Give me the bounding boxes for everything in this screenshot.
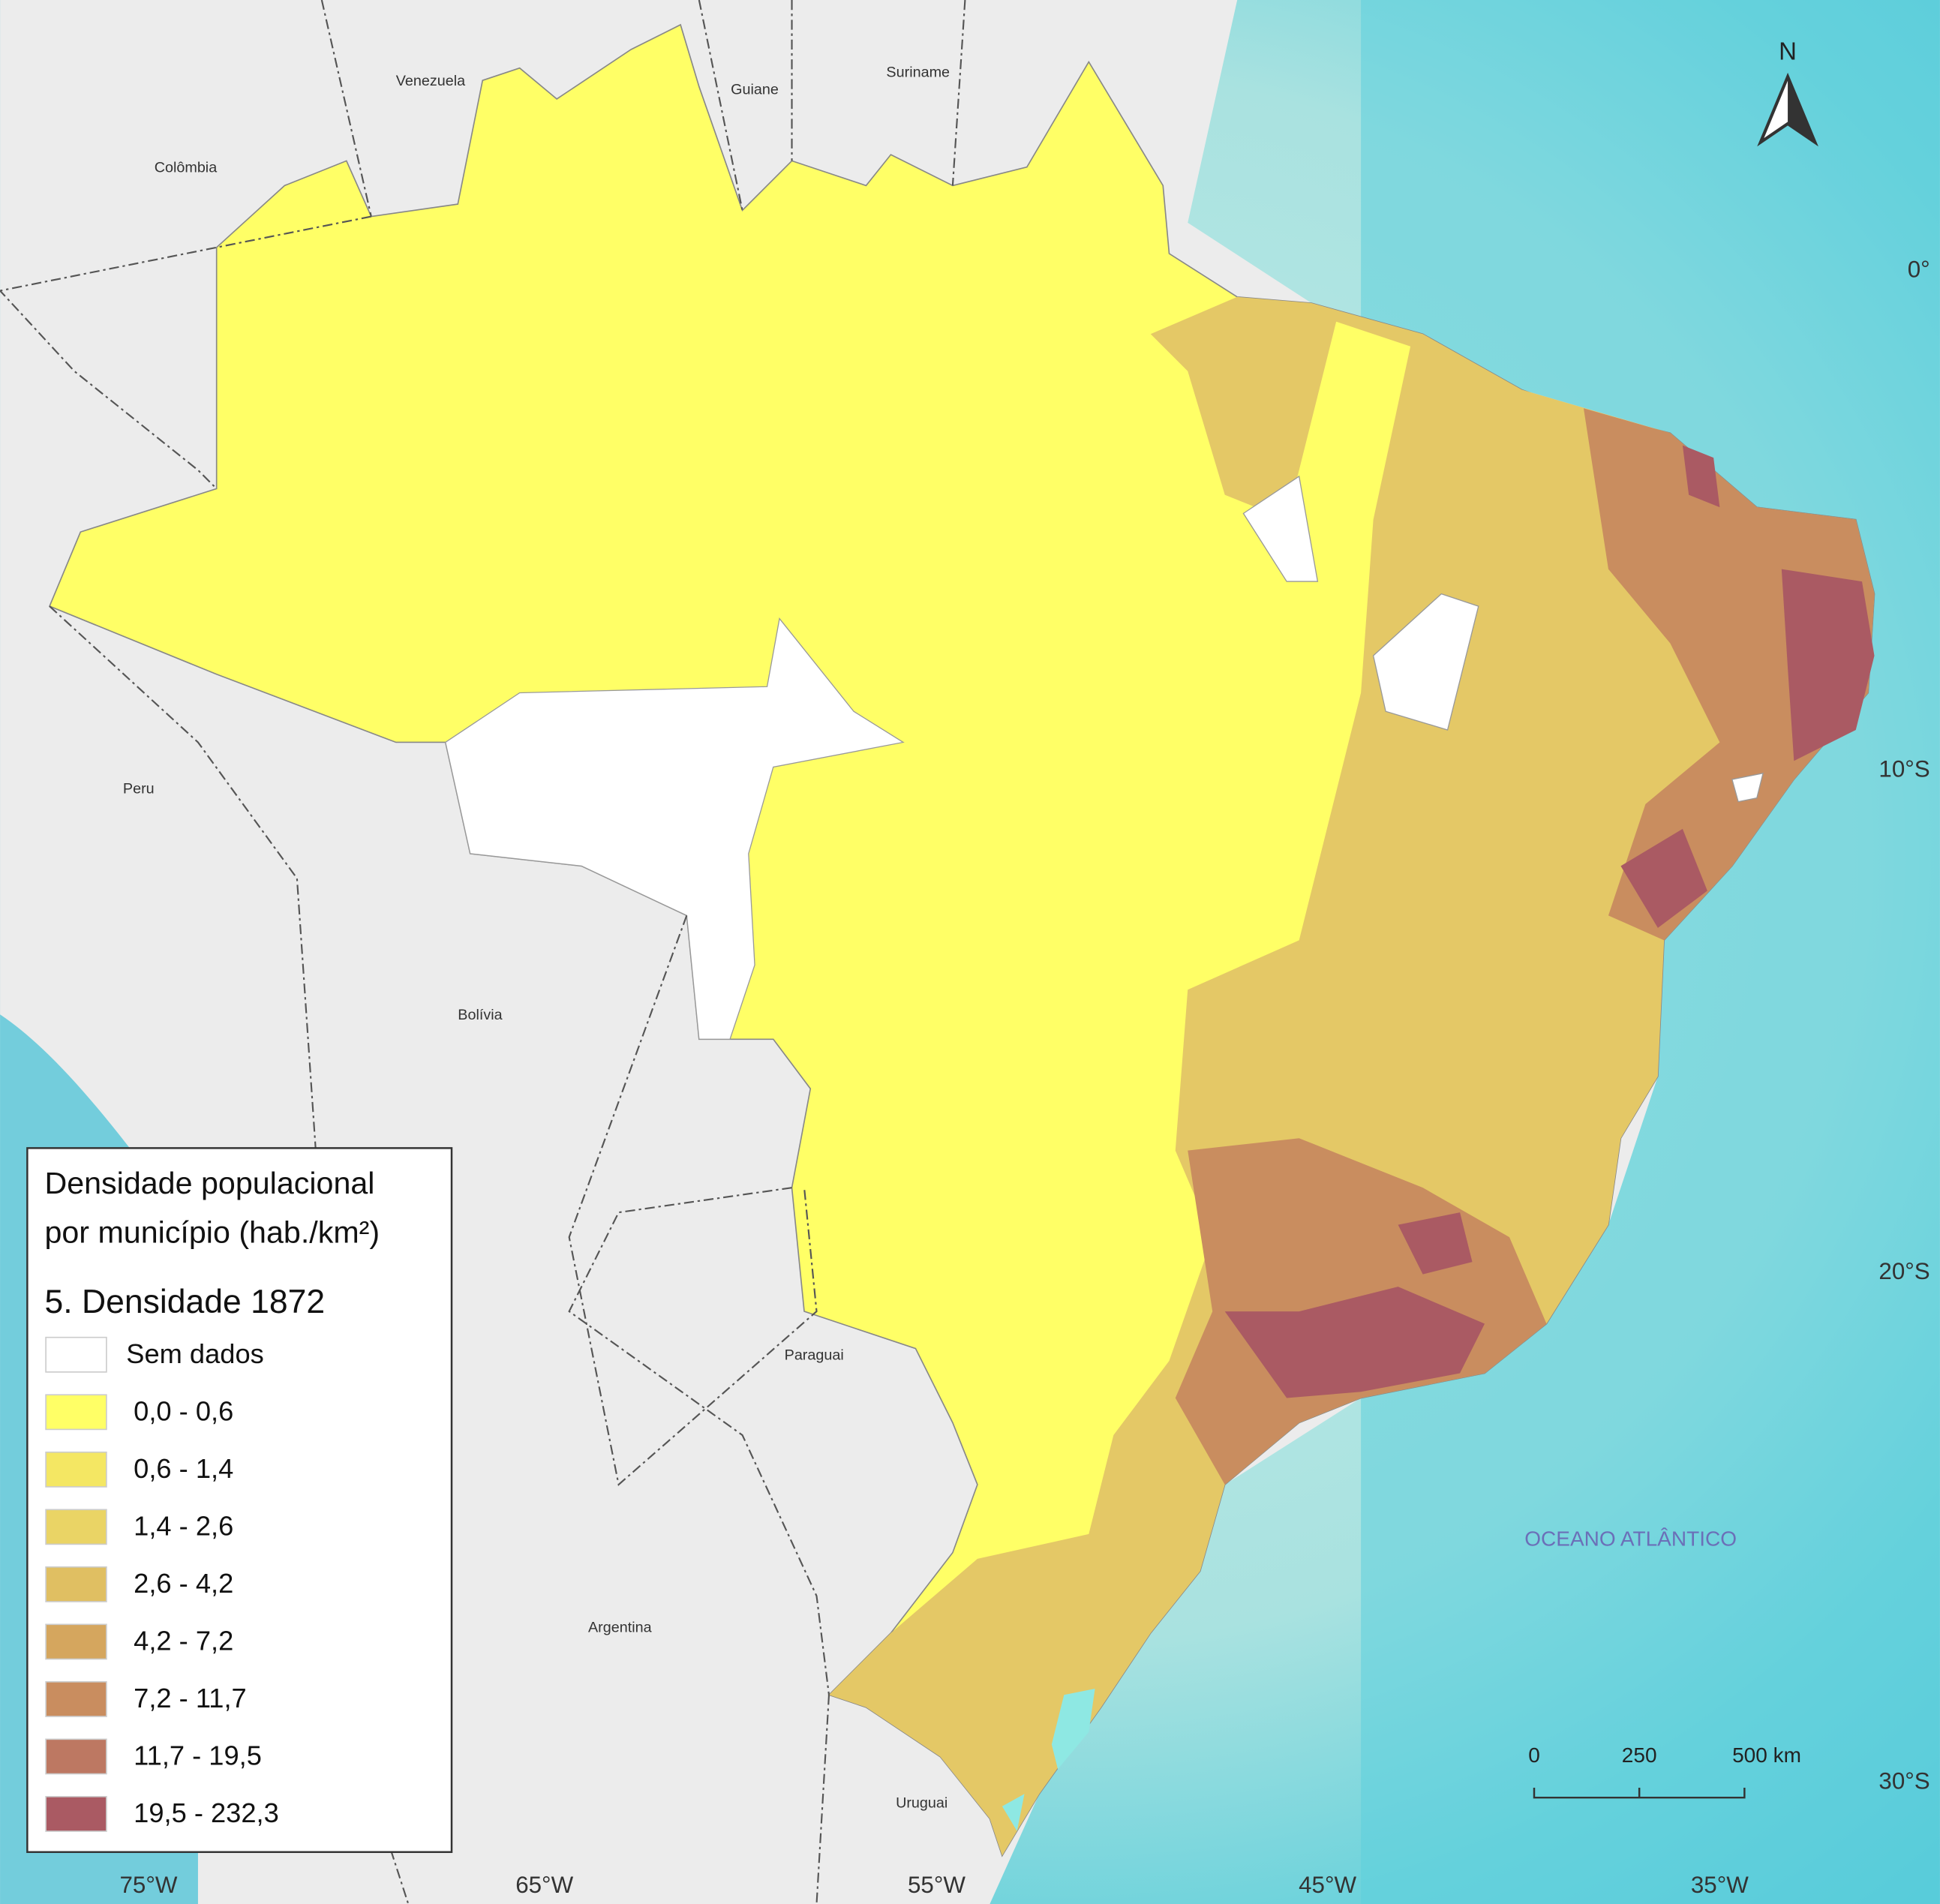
borders	[0, 0, 966, 1904]
legend-title: Densidade populacional	[44, 1166, 374, 1200]
latitude-label: 20°S	[1878, 1258, 1929, 1284]
longitude-label: 55°W	[908, 1872, 965, 1898]
legend: Densidade populacional por município (hab…	[26, 1147, 453, 1853]
ocean-label: OCEANO ATLÂNTICO	[1524, 1527, 1737, 1551]
legend-label: 7,2 - 11,7	[134, 1683, 247, 1713]
scale-label: 500 km	[1732, 1743, 1801, 1767]
north-arrow	[1757, 72, 1818, 147]
legend-swatch	[45, 1796, 107, 1832]
country-label: Colômbia	[155, 159, 218, 176]
legend-label: 4,2 - 7,2	[134, 1626, 233, 1656]
legend-swatch	[45, 1509, 107, 1545]
border	[0, 0, 372, 490]
legend-swatch	[45, 1394, 107, 1431]
country-label: Argentina	[588, 1619, 652, 1635]
longitude-label: 35°W	[1691, 1872, 1749, 1898]
latitude-label: 30°S	[1878, 1768, 1929, 1794]
legend-swatch	[45, 1680, 107, 1717]
legend-label: 19,5 - 232,3	[134, 1797, 279, 1828]
border	[49, 0, 966, 1904]
north-arrow-shade	[1788, 77, 1815, 143]
legend-swatch	[45, 1738, 107, 1775]
labels: Venezuela Guiane Suriname Colômbia Peru Bolív…	[120, 38, 1930, 1899]
settled-region	[829, 296, 1875, 1856]
north-label: N	[1779, 38, 1797, 65]
legend-label: Sem dados	[126, 1338, 263, 1369]
legend-swatch	[45, 1623, 107, 1660]
legend-title: por município (hab./km²)	[44, 1215, 380, 1250]
country-label: Bolívia	[458, 1007, 502, 1023]
country-label: Guiane	[731, 82, 779, 98]
legend-label: 11,7 - 19,5	[134, 1740, 262, 1771]
dense-area	[1620, 445, 1875, 928]
scale-label: 250	[1622, 1743, 1657, 1767]
legend-label: 0,6 - 1,4	[134, 1453, 233, 1484]
latitude-label: 10°S	[1878, 756, 1929, 782]
longitude-label: 65°W	[515, 1872, 573, 1898]
country-label: Venezuela	[396, 73, 465, 89]
scale-bar	[1533, 1787, 1746, 1799]
latitude-label: 0°	[1908, 256, 1930, 282]
legend-swatch	[45, 1451, 107, 1488]
longitude-label: 45°W	[1299, 1872, 1356, 1898]
legend-label: 0,0 - 0,6	[134, 1396, 233, 1427]
legend-box	[26, 1147, 453, 1853]
dense-area	[1224, 1212, 1485, 1398]
scale-label: 0	[1528, 1743, 1540, 1767]
legend-swatch	[45, 1566, 107, 1602]
country-label: Peru	[123, 780, 155, 797]
country-label: Uruguai	[896, 1795, 947, 1812]
border	[568, 914, 830, 1904]
no-data-area	[445, 475, 1764, 1040]
northeast-coast	[1583, 408, 1875, 941]
legend-subtitle: 5. Densidade 1872	[44, 1284, 325, 1320]
legend-label: 2,6 - 4,2	[134, 1568, 233, 1599]
country-label: Suriname	[886, 65, 950, 81]
legend-label: 1,4 - 2,6	[134, 1511, 233, 1542]
lagoon	[1002, 1689, 1095, 1831]
longitude-label: 75°W	[120, 1872, 178, 1898]
legend-swatch	[45, 1336, 107, 1373]
country-label: Paraguai	[785, 1347, 844, 1364]
